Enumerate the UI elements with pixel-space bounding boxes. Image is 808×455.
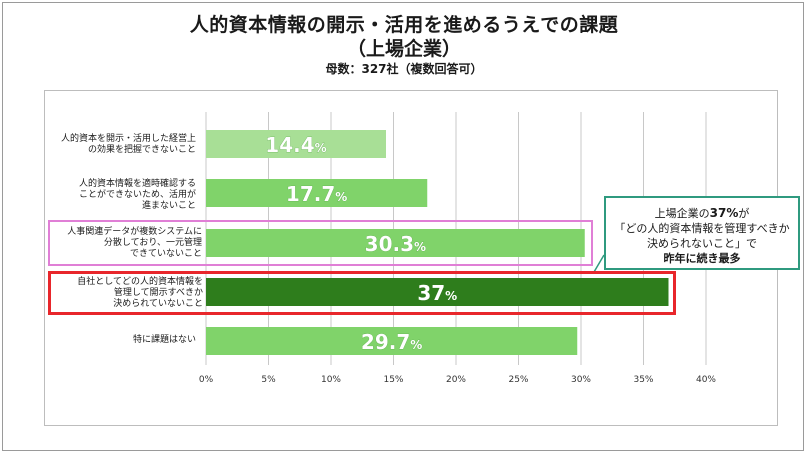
callout-line4: 昨年に続き最多: [663, 252, 741, 265]
bar-0: [206, 130, 386, 158]
x-tick-label-30: 30%: [571, 375, 591, 385]
chart-subtitle: 母数：327社（複数回答可）: [325, 62, 483, 76]
highlight-box-red: 自社としてどの人的資本情報を 管理して開示すべきか 決められていないこと: [48, 271, 676, 315]
callout-box: 上場企業の37%が 「どの人的資本情報を管理すべきか 決められないこと」で 昨年…: [604, 196, 800, 270]
bar-value-label-3: 37%: [417, 281, 457, 305]
x-tick-label-0: 0%: [199, 375, 214, 385]
callout-connector: [593, 254, 605, 273]
x-tick-label-20: 20%: [446, 375, 466, 385]
bar-value-label-1: 17.7%: [286, 182, 347, 206]
bar-1: [206, 179, 428, 207]
x-tick-label-35: 35%: [633, 375, 653, 385]
highlight-box-pink: 人事関連データが複数システムに 分散しており、一元管理 できていないこと: [48, 220, 593, 266]
x-tick-label-25: 25%: [508, 375, 528, 385]
category-label-2: 人事関連データが複数システムに 分散しており、一元管理 できていないこと: [67, 226, 202, 259]
x-tick-label-5: 5%: [261, 375, 276, 385]
callout-line3: 決められないこと」で: [647, 237, 757, 250]
x-tick-label-10: 10%: [321, 375, 341, 385]
chart-title: 人的資本情報の開示・活用を進めるうえでの課題: [189, 14, 619, 36]
bar-2: [206, 229, 585, 257]
x-tick-label-15: 15%: [383, 375, 403, 385]
category-label-0: 人的資本を開示・活用した経営上 の効果を把握できないこと: [60, 134, 196, 155]
bar-value-label-0: 14.4%: [265, 133, 326, 157]
callout-line2: 「どの人的資本情報を管理すべきか: [614, 222, 790, 235]
x-tick-label-40: 40%: [696, 375, 716, 385]
category-label-1: 人的資本情報を適時確認する ことができないため、活用が 進まないこと: [78, 178, 196, 211]
category-label-4: 特に課題はない: [132, 334, 196, 345]
bar-4: [206, 327, 578, 355]
chart-title-scope: （上場企業）: [346, 38, 461, 60]
callout-line1: 上場企業の37%が: [654, 206, 750, 220]
bar-value-label-2: 30.3%: [365, 232, 426, 256]
bar-value-label-4: 29.7%: [361, 330, 422, 354]
category-label-3: 自社としてどの人的資本情報を 管理して開示すべきか 決められていないこと: [77, 276, 203, 309]
bar-3: [206, 278, 669, 306]
